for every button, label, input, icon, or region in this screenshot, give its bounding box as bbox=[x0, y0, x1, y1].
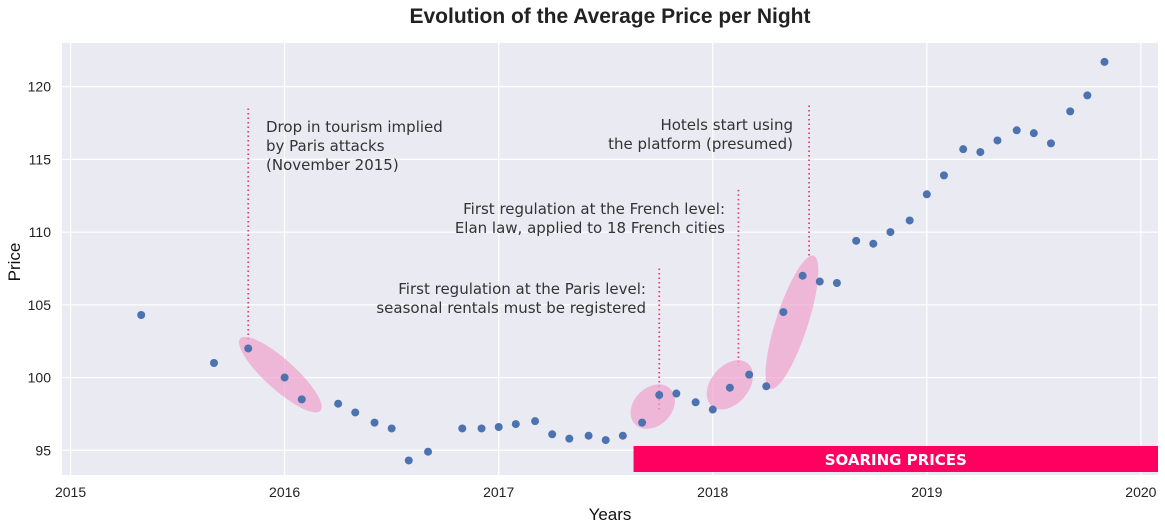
x-axis-ticks: 2015 2016 2017 2018 2019 2020 bbox=[55, 484, 1157, 500]
data-point bbox=[905, 216, 914, 225]
gridlines bbox=[62, 43, 1158, 475]
data-point bbox=[762, 382, 771, 391]
data-point bbox=[244, 344, 253, 353]
data-point bbox=[548, 430, 557, 439]
data-point bbox=[351, 408, 360, 417]
data-point bbox=[209, 359, 218, 367]
y-axis-ticks: 95 100 105 110 115 120 bbox=[28, 79, 52, 459]
chart-title: Evolution of the Average Price per Night bbox=[409, 5, 810, 28]
annotation-text: First regulation at the French level: bbox=[463, 200, 725, 218]
data-point bbox=[601, 436, 610, 445]
data-point bbox=[370, 418, 379, 427]
highlight-ellipse bbox=[630, 384, 676, 429]
annotation-text: First regulation at the Paris level: bbox=[398, 280, 646, 298]
y-tick-label: 95 bbox=[35, 442, 51, 458]
data-point bbox=[297, 395, 306, 404]
annotation-text: Hotels start using bbox=[660, 116, 793, 134]
data-point bbox=[922, 190, 931, 199]
data-point bbox=[1083, 91, 1092, 100]
soaring-prices-banner: SOARING PRICES bbox=[633, 446, 1158, 472]
data-point bbox=[779, 308, 788, 317]
data-point bbox=[638, 418, 647, 427]
data-point bbox=[832, 279, 841, 287]
y-axis-label: Price bbox=[5, 243, 24, 282]
data-point bbox=[1100, 57, 1109, 66]
annotation-text: Elan law, applied to 18 French cities bbox=[455, 219, 725, 237]
data-point bbox=[939, 171, 948, 180]
data-point bbox=[655, 391, 664, 399]
data-point bbox=[815, 277, 824, 286]
annotation-lines bbox=[247, 105, 810, 413]
data-point bbox=[565, 434, 574, 443]
data-point bbox=[798, 271, 807, 280]
y-tick-label: 115 bbox=[29, 151, 52, 167]
data-point bbox=[672, 389, 681, 398]
annotation-text: by Paris attacks bbox=[266, 137, 385, 155]
data-point bbox=[404, 456, 413, 465]
soaring-prices-label: SOARING PRICES bbox=[825, 451, 967, 469]
data-point bbox=[886, 228, 895, 237]
y-tick-label: 100 bbox=[28, 370, 52, 386]
x-tick-label: 2016 bbox=[269, 484, 300, 500]
data-point bbox=[137, 311, 146, 319]
highlight-ellipse bbox=[765, 255, 819, 390]
x-tick-label: 2019 bbox=[911, 484, 942, 500]
data-point bbox=[280, 373, 289, 382]
y-tick-label: 120 bbox=[28, 79, 52, 95]
data-point bbox=[458, 424, 467, 433]
annotation-text: Drop in tourism implied bbox=[266, 118, 443, 136]
annotation-text: (November 2015) bbox=[266, 156, 399, 174]
data-point bbox=[725, 383, 734, 392]
x-tick-label: 2018 bbox=[697, 484, 728, 500]
data-point bbox=[869, 239, 878, 248]
data-point bbox=[477, 424, 486, 433]
annotation-text: the platform (presumed) bbox=[608, 135, 793, 153]
data-point bbox=[976, 148, 985, 157]
data-point bbox=[708, 405, 717, 414]
data-point bbox=[1066, 107, 1075, 116]
data-point bbox=[1012, 126, 1021, 135]
data-point bbox=[618, 431, 627, 440]
highlight-ellipses bbox=[238, 255, 819, 429]
data-point bbox=[993, 136, 1002, 145]
x-tick-label: 2015 bbox=[55, 484, 86, 500]
y-tick-label: 110 bbox=[29, 224, 52, 240]
data-point bbox=[531, 417, 540, 426]
data-point bbox=[424, 447, 433, 456]
x-tick-label: 2020 bbox=[1125, 484, 1156, 500]
data-point bbox=[852, 236, 861, 245]
data-point bbox=[584, 431, 593, 440]
data-point bbox=[1029, 129, 1038, 138]
soaring-prices-band bbox=[633, 446, 1158, 472]
data-point bbox=[387, 424, 396, 433]
x-tick-label: 2017 bbox=[483, 484, 514, 500]
data-point bbox=[745, 370, 754, 379]
data-point bbox=[1046, 139, 1055, 148]
data-point bbox=[959, 145, 968, 154]
data-point bbox=[494, 423, 503, 431]
data-point bbox=[511, 420, 520, 429]
y-tick-label: 105 bbox=[28, 297, 52, 313]
data-point bbox=[334, 399, 343, 408]
highlight-ellipse bbox=[238, 336, 322, 413]
data-point bbox=[691, 398, 700, 407]
data-points bbox=[137, 57, 1109, 465]
x-axis-label: Years bbox=[589, 505, 632, 524]
annotation-text: seasonal rentals must be registered bbox=[376, 299, 646, 317]
plot-background bbox=[62, 43, 1158, 475]
